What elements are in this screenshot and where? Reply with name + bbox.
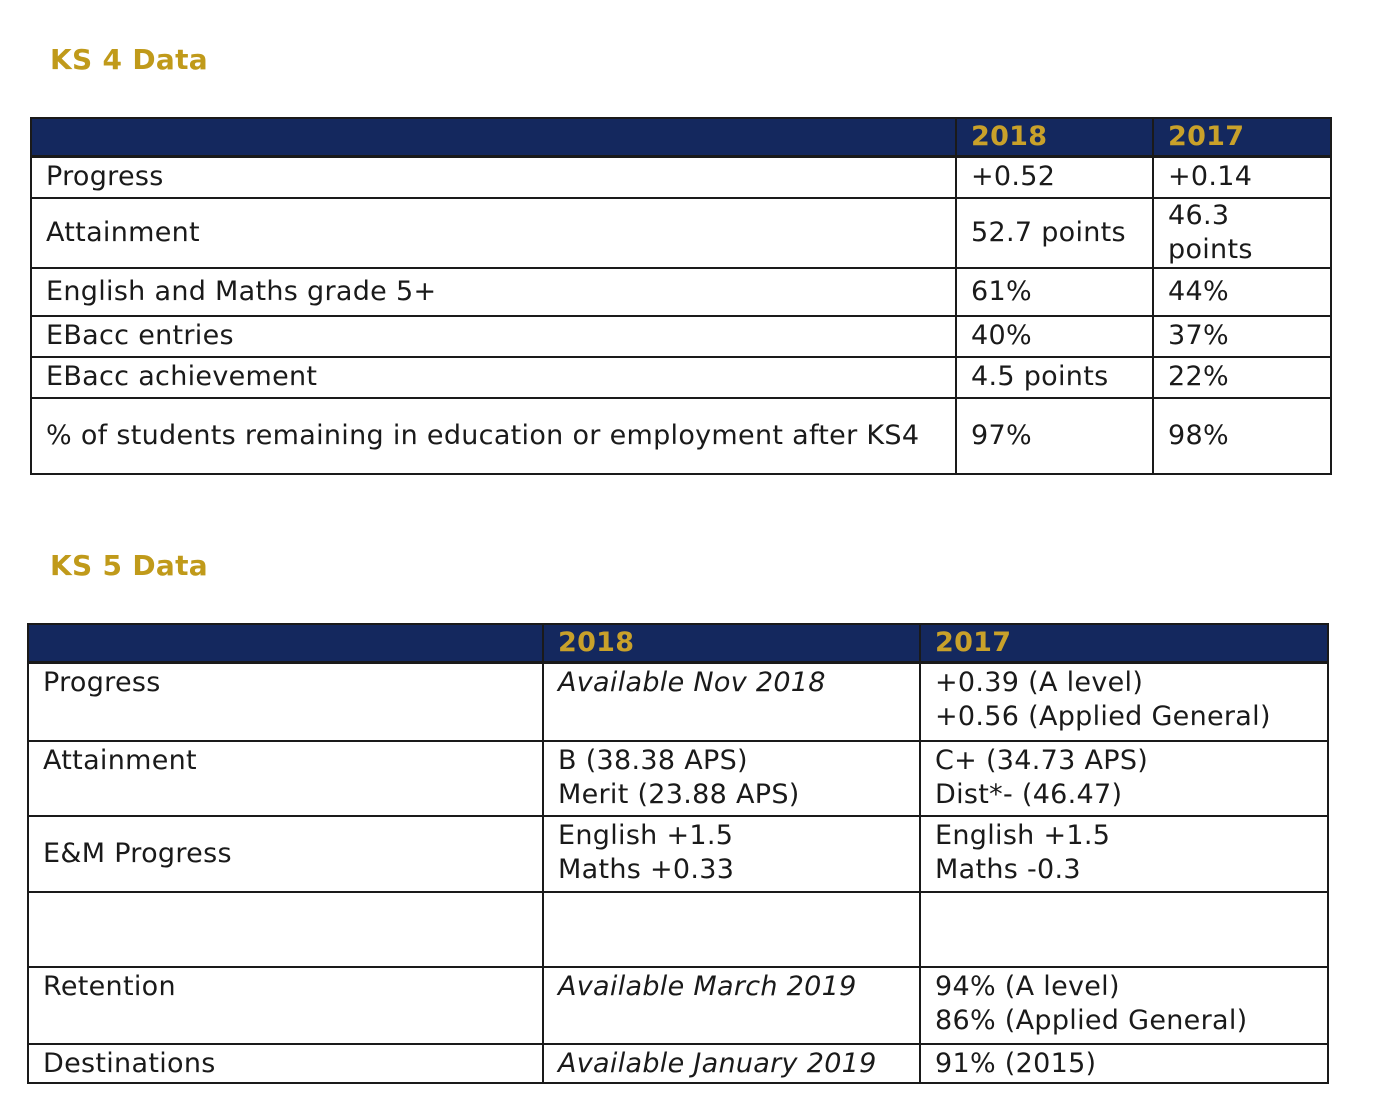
value-2018: B (38.38 APS) Merit (23.88 APS) bbox=[542, 739, 921, 817]
value-line: B (38.38 APS) bbox=[558, 744, 748, 776]
value-2018: 40% bbox=[955, 314, 1154, 358]
value-2017 bbox=[919, 890, 1329, 968]
value-2018 bbox=[542, 890, 921, 968]
value-2017: English +1.5 Maths -0.3 bbox=[919, 814, 1329, 893]
value-2017: +0.39 (A level) +0.56 (Applied General) bbox=[919, 661, 1329, 742]
row-label: English and Maths grade 5+ bbox=[30, 266, 957, 317]
value-2018: 4.5 points bbox=[955, 355, 1154, 399]
value-line: 86% (Applied General) bbox=[935, 1004, 1248, 1036]
value-line: Maths +0.33 bbox=[558, 853, 735, 885]
value-2017: 22% bbox=[1152, 355, 1332, 399]
table-row: Attainment B (38.38 APS) Merit (23.88 AP… bbox=[27, 739, 1329, 817]
value-2017: 98% bbox=[1152, 396, 1332, 475]
value-line: Available Nov 2018 bbox=[558, 667, 826, 698]
ks5-header-2017: 2017 bbox=[919, 623, 1329, 664]
table-row: Retention Available March 2019 94% (A le… bbox=[27, 965, 1329, 1045]
value-2017: 37% bbox=[1152, 314, 1332, 358]
ks4-header-2017: 2017 bbox=[1152, 117, 1332, 158]
row-label: Attainment bbox=[27, 739, 544, 817]
value-2017: 94% (A level) 86% (Applied General) bbox=[919, 965, 1329, 1045]
table-row: Progress +0.52 +0.14 bbox=[30, 155, 1332, 199]
value-line: English +1.5 bbox=[935, 819, 1111, 851]
table-row bbox=[27, 890, 1329, 968]
value-2017: 91% (2015) bbox=[919, 1042, 1329, 1084]
value-line: English +1.5 bbox=[558, 819, 734, 851]
table-row: English and Maths grade 5+ 61% 44% bbox=[30, 266, 1332, 317]
table-row: Destinations Available January 2019 91% … bbox=[27, 1042, 1329, 1084]
ks5-heading: KS 5 Data bbox=[50, 549, 208, 582]
value-line: Dist*- (46.47) bbox=[935, 778, 1123, 810]
ks4-header-blank bbox=[30, 117, 957, 158]
row-label: Retention bbox=[27, 965, 544, 1045]
ks4-heading: KS 4 Data bbox=[50, 43, 208, 76]
ks4-header-row: 2018 2017 bbox=[30, 117, 1332, 158]
value-line: 94% (A level) bbox=[935, 970, 1120, 1002]
value-line: +0.56 (Applied General) bbox=[935, 701, 1271, 732]
row-label: % of students remaining in education or … bbox=[30, 396, 957, 475]
ks5-header-2018: 2018 bbox=[542, 623, 921, 664]
table-row: EBacc entries 40% 37% bbox=[30, 314, 1332, 358]
value-line: Available January 2019 bbox=[558, 1047, 877, 1079]
row-label: E&M Progress bbox=[27, 814, 544, 893]
table-row: % of students remaining in education or … bbox=[30, 396, 1332, 475]
table-row: Attainment 52.7 points 46.3 points bbox=[30, 196, 1332, 269]
table-row: Progress Available Nov 2018 +0.39 (A lev… bbox=[27, 661, 1329, 742]
value-line: Merit (23.88 APS) bbox=[558, 778, 800, 810]
value-line: 91% (2015) bbox=[935, 1047, 1097, 1079]
row-label: EBacc achievement bbox=[30, 355, 957, 399]
value-2018: English +1.5 Maths +0.33 bbox=[542, 814, 921, 893]
ks5-table: 2018 2017 Progress Available Nov 2018 +0… bbox=[27, 623, 1329, 1084]
value-2017: +0.14 bbox=[1152, 155, 1332, 199]
value-2018: Available January 2019 bbox=[542, 1042, 921, 1084]
value-2018: 61% bbox=[955, 266, 1154, 317]
ks5-header-row: 2018 2017 bbox=[27, 623, 1329, 664]
value-line: +0.39 (A level) bbox=[935, 667, 1144, 698]
table-row: EBacc achievement 4.5 points 22% bbox=[30, 355, 1332, 399]
value-2017: C+ (34.73 APS) Dist*- (46.47) bbox=[919, 739, 1329, 817]
ks4-table: 2018 2017 Progress +0.52 +0.14 Attainmen… bbox=[30, 117, 1332, 475]
row-label: Attainment bbox=[30, 196, 957, 269]
value-line: C+ (34.73 APS) bbox=[935, 744, 1149, 776]
ks5-header-blank bbox=[27, 623, 544, 664]
row-label: Progress bbox=[27, 661, 544, 742]
table-row: E&M Progress English +1.5 Maths +0.33 En… bbox=[27, 814, 1329, 893]
ks4-header-2018: 2018 bbox=[955, 117, 1154, 158]
value-2017: 46.3 points bbox=[1152, 196, 1332, 269]
value-2018: Available March 2019 bbox=[542, 965, 921, 1045]
row-label: EBacc entries bbox=[30, 314, 957, 358]
value-2018: Available Nov 2018 bbox=[542, 661, 921, 742]
value-2017: 44% bbox=[1152, 266, 1332, 317]
value-line: Available March 2019 bbox=[558, 970, 857, 1002]
value-2018: 97% bbox=[955, 396, 1154, 475]
row-label bbox=[27, 890, 544, 968]
value-2018: +0.52 bbox=[955, 155, 1154, 199]
value-line: Maths -0.3 bbox=[935, 853, 1081, 885]
row-label: Destinations bbox=[27, 1042, 544, 1084]
row-label: Progress bbox=[30, 155, 957, 199]
value-2018: 52.7 points bbox=[955, 196, 1154, 269]
